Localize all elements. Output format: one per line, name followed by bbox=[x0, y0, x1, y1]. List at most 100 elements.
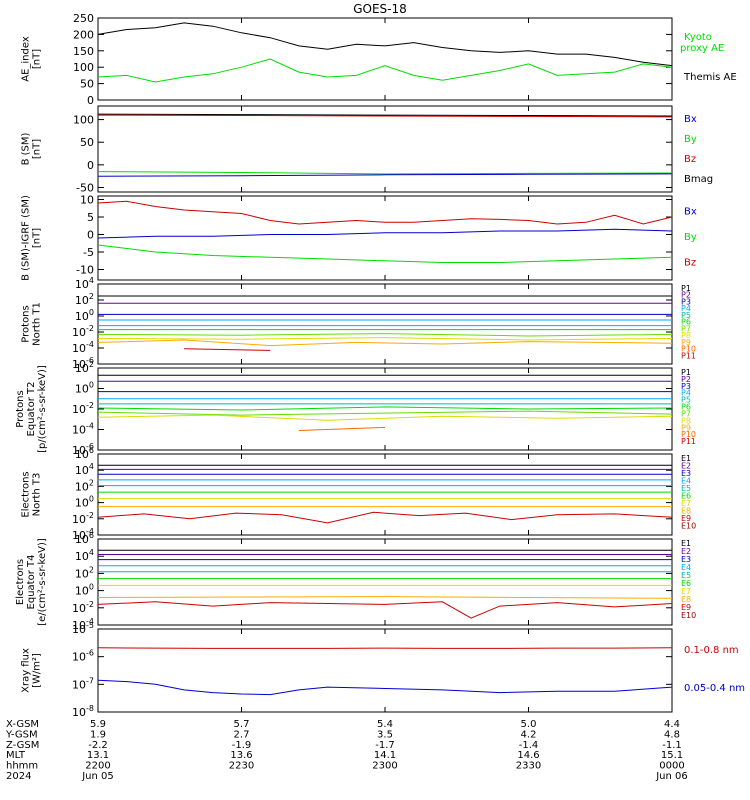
legend-entry: E3 bbox=[681, 469, 691, 478]
y-axis-label-line: North T1 bbox=[32, 302, 43, 346]
legend-entry: P9 bbox=[681, 423, 691, 432]
series-line bbox=[97, 406, 673, 411]
y-tick-label: 100 bbox=[75, 495, 94, 510]
legend-entry: P1 bbox=[681, 284, 691, 293]
legend: Bx By Bz Bmag bbox=[684, 114, 713, 185]
x-row-value: 5.0 bbox=[521, 719, 537, 730]
legend: Bx By Bz bbox=[684, 207, 697, 269]
y-tick-label: 102 bbox=[75, 292, 94, 307]
x-row-value: 2330 bbox=[516, 761, 541, 772]
x-row-value: 4.4 bbox=[664, 719, 680, 730]
series-line bbox=[97, 113, 673, 117]
legend-entry: P7 bbox=[681, 409, 691, 418]
y-axis-label: AE_index [nT] bbox=[21, 36, 43, 82]
y-tick-label: 102 bbox=[75, 565, 94, 580]
panel-bsm: -50 0 50 100 B (SM) [nT] Bx By Bz Bmag bbox=[21, 105, 713, 194]
y-tick-label: 10-2 bbox=[72, 324, 94, 339]
y-tick-label: -50 bbox=[76, 181, 94, 194]
x-row-value: 0000 bbox=[659, 761, 684, 772]
x-row-label: 2024 bbox=[6, 771, 31, 782]
y-tick-label: 0 bbox=[87, 229, 94, 242]
series-line bbox=[97, 173, 673, 177]
series-line bbox=[97, 22, 673, 67]
legend-entry: E8 bbox=[681, 507, 691, 516]
y-tick-label: 102 bbox=[75, 360, 94, 375]
legend-entry: P11 bbox=[681, 351, 696, 360]
panel-bigrf: -10 -5 0 5 10 B (SM)-IGRF (SM) [nT] Bx By Bz bbox=[21, 194, 697, 281]
y-axis-label-line: Equator T2 bbox=[26, 382, 37, 437]
series-line bbox=[184, 348, 271, 351]
x-row-label: Y-GSM bbox=[5, 729, 38, 740]
x-row-value: 4.8 bbox=[664, 729, 680, 740]
panel-frame bbox=[97, 105, 673, 193]
panel-frame bbox=[97, 17, 673, 101]
x-row-value: 15.1 bbox=[661, 750, 683, 761]
x-row-value: -1.4 bbox=[519, 740, 539, 751]
x-row-value: 4.2 bbox=[521, 729, 537, 740]
legend-entry: P2 bbox=[681, 375, 691, 384]
y-tick-label: 104 bbox=[75, 276, 94, 291]
series-line bbox=[97, 244, 673, 263]
series-line bbox=[97, 511, 673, 524]
series-line bbox=[97, 596, 673, 599]
legend-entry: P3 bbox=[681, 297, 691, 306]
legend-entry: P9 bbox=[681, 338, 691, 347]
series-line bbox=[97, 679, 673, 696]
x-row-value: 14.6 bbox=[517, 750, 539, 761]
y-tick-label: 10-5 bbox=[72, 621, 94, 636]
y-axis-label: B (SM) [nT] bbox=[21, 132, 43, 165]
y-axis-label-line: Electrons bbox=[15, 559, 26, 605]
y-axis-label-line: [nT] bbox=[32, 49, 43, 69]
panel-xray: 10-8 10-7 10-6 10-5 Xray flux [W/m²] 0.1-0.8 n… bbox=[21, 621, 746, 719]
series-line bbox=[97, 339, 673, 347]
legend-entry: E10 bbox=[681, 522, 696, 531]
y-axis-label-line: [nT] bbox=[32, 139, 43, 159]
series-line bbox=[97, 647, 673, 649]
x-row-value: 3.5 bbox=[377, 729, 393, 740]
legend-entry: By bbox=[684, 134, 697, 145]
y-tick-label: 10-4 bbox=[72, 422, 94, 437]
y-axis-label-line: [p/(cm²-s-sr-keV)] bbox=[37, 365, 48, 453]
x-row-value: 13.1 bbox=[87, 750, 109, 761]
legend-entry: P5 bbox=[681, 396, 691, 405]
y-tick-label: 106 bbox=[75, 446, 94, 461]
y-tick-label: 10 bbox=[80, 194, 94, 207]
legend-entry: P4 bbox=[681, 389, 691, 398]
y-tick-label: 102 bbox=[75, 478, 94, 493]
y-tick-label: 100 bbox=[73, 61, 94, 74]
legend-entry: E9 bbox=[681, 603, 691, 612]
y-tick-label: 50 bbox=[80, 78, 94, 91]
y-tick-label: 50 bbox=[80, 136, 94, 149]
legend-entry: P1 bbox=[681, 368, 691, 377]
legend-entry: P10 bbox=[681, 345, 696, 354]
panel-frame bbox=[97, 453, 673, 536]
legend-entry: P3 bbox=[681, 382, 691, 391]
legend-entry: By bbox=[684, 232, 697, 243]
y-tick-label: 100 bbox=[75, 583, 94, 598]
legend-entry: P8 bbox=[681, 416, 691, 425]
x-row-label: MLT bbox=[6, 750, 26, 761]
x-row-value: 5.9 bbox=[90, 719, 106, 730]
y-axis-label-line: North T3 bbox=[32, 473, 43, 517]
x-row-value: 5.4 bbox=[377, 719, 393, 730]
y-axis-label-line: Protons bbox=[15, 390, 26, 427]
y-axis-label-line: B (SM)-IGRF (SM) bbox=[21, 195, 32, 281]
x-row-value: 5.7 bbox=[234, 719, 250, 730]
x-row-value: -1.1 bbox=[662, 740, 682, 751]
y-tick-label: 100 bbox=[73, 114, 94, 127]
panel-frame bbox=[97, 538, 673, 626]
x-row-value: 2.7 bbox=[234, 729, 250, 740]
x-row-value: 13.6 bbox=[230, 750, 252, 761]
series-line bbox=[97, 601, 673, 619]
y-tick-label: 100 bbox=[75, 381, 94, 396]
legend-entry: Bmag bbox=[684, 174, 713, 185]
x-row-value: 2200 bbox=[85, 761, 110, 772]
legend-entry: E5 bbox=[681, 484, 691, 493]
x-row-label: hhmm bbox=[6, 761, 38, 772]
